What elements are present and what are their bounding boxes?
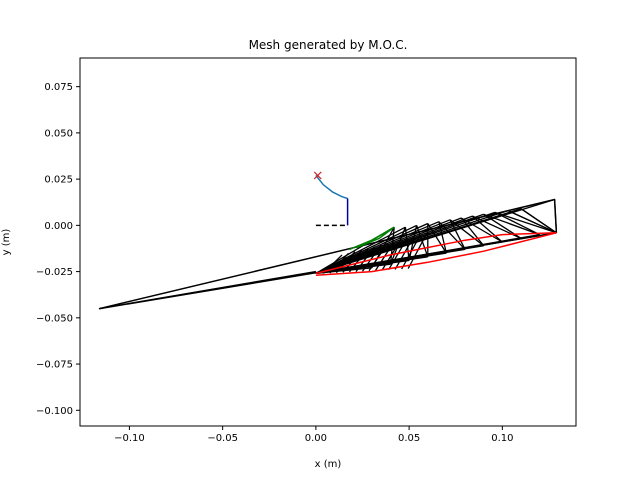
series-line [349, 226, 395, 251]
y-axis-label: y (m) [1, 229, 12, 256]
mesh-line [355, 246, 376, 272]
series-line [99, 198, 558, 310]
mesh-line [342, 249, 363, 273]
y-tick-label: −0.100 [36, 406, 73, 417]
x-tick-label: −0.10 [114, 433, 145, 444]
series-line [315, 232, 557, 275]
mesh-line [494, 211, 557, 234]
mesh-line [407, 232, 428, 269]
y-tick-label: −0.075 [36, 360, 73, 371]
mesh-line [507, 210, 557, 234]
series-line [315, 174, 348, 200]
y-tick-label: −0.025 [36, 267, 73, 278]
chart-title: Mesh generated by M.O.C. [249, 38, 408, 52]
y-tick-label: 0.050 [44, 128, 73, 139]
mesh-line [368, 242, 389, 272]
x-axis-label: x (m) [315, 459, 342, 470]
mesh-line [520, 208, 557, 234]
x-marker [313, 171, 322, 180]
mesh-line [315, 198, 555, 275]
series-line [356, 226, 395, 249]
mesh-line [361, 244, 382, 272]
y-tick-label: 0.075 [44, 82, 73, 93]
y-tick-label: −0.050 [36, 313, 73, 324]
y-axis-ticks: 0.075 0.050 0.025 0.000 −0.025 −0.050 −0.075 −0… [36, 82, 80, 417]
series-line [315, 232, 557, 277]
characteristic-mesh [315, 198, 558, 275]
x-axis-ticks: −0.10 −0.05 0.00 0.05 0.10 [114, 426, 513, 444]
x-tick-label: −0.05 [207, 433, 238, 444]
y-tick-label: 0.025 [44, 175, 73, 186]
mesh-line [394, 236, 415, 270]
x-tick-label: 0.10 [491, 433, 513, 444]
mesh-line [401, 234, 421, 270]
x-tick-label: 0.05 [398, 433, 420, 444]
axes-frame [79, 57, 577, 427]
plot-marks [98, 171, 558, 310]
x-tick-label: 0.00 [305, 433, 327, 444]
mesh-line [348, 247, 369, 273]
y-tick-label: 0.000 [44, 221, 73, 232]
